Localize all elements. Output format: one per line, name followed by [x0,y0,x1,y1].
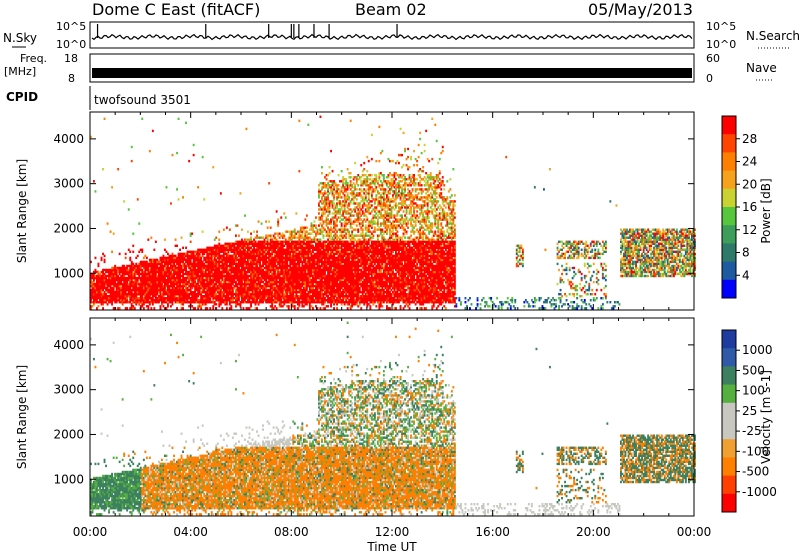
time-axis-label: Time UT [366,540,417,554]
y-tick-label: 1000 [53,266,84,280]
colorbar-swatch [722,494,736,513]
nsearch-tick-bottom: 10^0 [706,38,736,51]
colorbar-tick-label: 12 [742,223,757,237]
y-tick-label: 2000 [53,427,84,441]
y-tick-label: 2000 [53,221,84,235]
colorbar-swatch [722,116,736,135]
colorbar-swatch [722,348,736,367]
velocity-colorbar-label: Velocity [m s-1] [759,370,773,464]
colorbar-tick-label: -1000 [742,485,777,499]
x-tick-label: 04:00 [173,525,208,539]
freq-label: Freq. [20,52,47,65]
colorbar-swatch [722,189,736,208]
nsearch-tick-top: 10^5 [706,20,736,33]
colorbar-swatch [722,457,736,476]
colorbar-tick-label: 8 [742,246,750,260]
station-title: Dome C East (fitACF) [92,0,260,19]
colorbar-tick-label: 4 [742,268,750,282]
colorbar-tick-label: -500 [742,465,769,479]
colorbar-tick-label: 24 [742,155,757,169]
colorbar-swatch [722,243,736,262]
colorbar-swatch [722,207,736,226]
colorbar-swatch [722,403,736,422]
colorbar-tick-label: 25 [742,404,757,418]
colorbar-swatch [722,262,736,281]
colorbar-tick-label: 1000 [742,343,773,357]
nsky-tick-bottom: 10^0 [56,38,86,51]
colorbar-swatch [722,476,736,495]
freq-tick-bottom: 8 [68,72,75,85]
x-tick-label: 08:00 [274,525,309,539]
nsky-trace [92,24,692,40]
nave-label: Nave [746,61,777,75]
colorbar-tick-label: 20 [742,177,757,191]
time-axis: 00:00 04:00 08:00 12:00 16:00 20:00 00:00 [73,525,712,539]
cpid-label: CPID [6,90,38,104]
colorbar-swatch [722,421,736,440]
cpid-value: twofsound 3501 [94,93,191,107]
freq-unit: [MHz] [4,65,36,78]
colorbar-swatch [722,171,736,190]
colorbar-swatch [722,225,736,244]
power-heatmap [90,116,696,310]
colorbar-swatch [722,280,736,299]
velocity-ylabel: Slant Range [km] [15,365,29,469]
x-tick-label: 16:00 [475,525,510,539]
colorbar-swatch [722,439,736,458]
freq-trace [92,68,692,78]
beam-title: Beam 02 [355,0,427,19]
x-tick-label: 20:00 [576,525,611,539]
colorbar-tick-label: 16 [742,200,757,214]
colorbar-swatch [722,366,736,385]
power-ylabel: Slant Range [km] [15,159,29,263]
nsearch-label: N.Search [746,29,800,43]
nave-tick-bottom: 0 [706,72,713,85]
colorbar-tick-label: 28 [742,132,757,146]
x-tick-label: 12:00 [375,525,410,539]
y-tick-label: 3000 [53,383,84,397]
colorbar-swatch [722,330,736,349]
nsky-label: N.Sky [3,31,37,45]
y-tick-label: 3000 [53,177,84,191]
colorbar-swatch [722,152,736,171]
nsky-tick-top: 10^5 [56,20,86,33]
y-tick-label: 1000 [53,472,84,486]
nsky-line [92,35,692,40]
nave-tick-top: 60 [706,52,720,65]
x-tick-label: 00:00 [73,525,108,539]
colorbar-swatch [722,385,736,404]
date-title: 05/May/2013 [588,0,693,19]
power-colorbar-label: Power [dB] [759,178,773,243]
colorbar-swatch [722,134,736,153]
x-tick-label: 00:00 [677,525,712,539]
velocity-heatmap [90,322,696,516]
power-colorbar: 28 24 20 16 12 8 4 [722,116,757,299]
radar-summary-plot: Dome C East (fitACF) Beam 02 05/May/2013… [0,0,800,554]
y-tick-label: 4000 [53,338,84,352]
y-tick-label: 4000 [53,132,84,146]
freq-tick-top: 18 [64,52,78,65]
